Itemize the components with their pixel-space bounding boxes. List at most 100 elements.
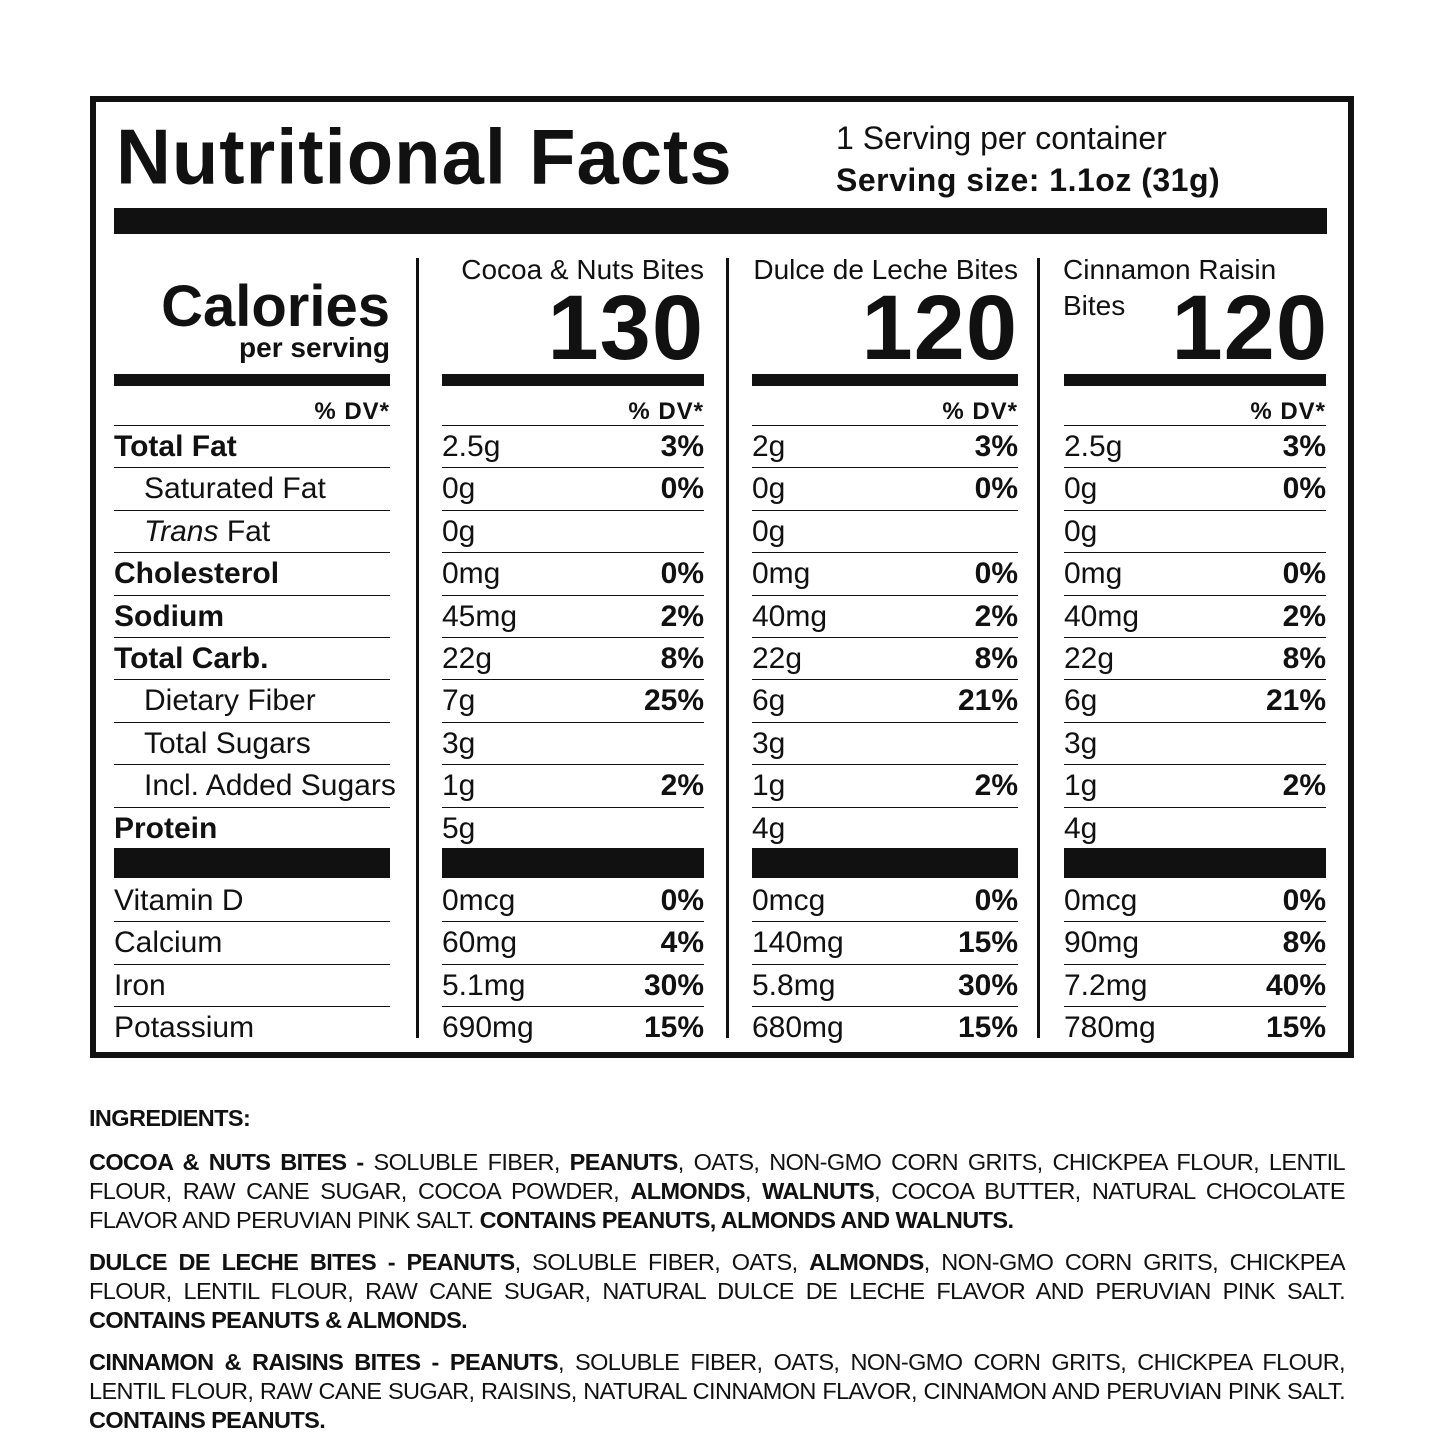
nutrient-label-row: Total Fat xyxy=(114,426,390,469)
vitamin-dv: 8% xyxy=(1282,926,1326,960)
nutrient-amount: 1g xyxy=(1064,769,1098,803)
product-name-cinnamon: Cinnamon Raisin Bites xyxy=(1063,252,1323,324)
column-divider xyxy=(726,258,729,1038)
vitamin-value-row: 780mg 15% xyxy=(1064,1007,1326,1049)
nutrient-value-row: 3g xyxy=(442,723,704,766)
allergen-text: WALNUTS xyxy=(762,1178,875,1204)
nutrient-dv: 3% xyxy=(660,430,704,463)
nutrient-label: Trans Fat xyxy=(144,514,271,548)
nutrient-amount: 2.5g xyxy=(442,430,501,463)
vitamin-dv: 15% xyxy=(957,1011,1018,1045)
vitamin-dv: 30% xyxy=(643,968,704,1002)
nutrient-value-row: 0mg 0% xyxy=(752,553,1018,596)
vitamin-amount: 0mcg xyxy=(1064,884,1138,917)
nutrient-dv: 25% xyxy=(643,684,704,718)
nutrient-amount: 5g xyxy=(442,811,476,845)
vitamin-amount: 90mg xyxy=(1064,926,1140,960)
vitamin-dv: 0% xyxy=(974,884,1018,917)
nutrient-amount: 0g xyxy=(1064,472,1098,506)
nutrient-dv: 0% xyxy=(1282,557,1326,591)
nutrient-dv: 2% xyxy=(1282,769,1326,803)
nutrient-dv: 2% xyxy=(660,769,704,803)
nutrient-value-row: 22g 8% xyxy=(1064,638,1326,681)
nutrient-label-text: Fat xyxy=(226,514,271,548)
dv-header: % DV* xyxy=(314,398,390,425)
column-divider xyxy=(1037,258,1040,1038)
vitamin-label: Calcium xyxy=(114,926,223,960)
ingredient-text: , SOLUBLE FIBER, OATS, NON-GMO CORN GRIT… xyxy=(89,1349,1346,1404)
nutrient-amount: 0g xyxy=(752,472,786,506)
vitamin-dv: 0% xyxy=(1282,884,1326,917)
nutrient-amount: 22g xyxy=(1064,642,1115,675)
nutrient-label: Total Fat xyxy=(114,430,237,463)
nutrient-amount: 4g xyxy=(752,811,786,845)
nutrient-label-row: Total Sugars xyxy=(114,723,390,766)
vitamin-value-row: 140mg 15% xyxy=(752,922,1018,965)
vitamin-value-row: 60mg 4% xyxy=(442,922,704,965)
nutrient-label: Sodium xyxy=(114,599,224,633)
vitamin-label-row: Vitamin D xyxy=(114,880,390,923)
allergen-text: PEANUTS xyxy=(438,1349,559,1375)
nutrient-label-row: Sodium xyxy=(114,596,390,638)
nutrient-amount: 45mg xyxy=(442,599,518,633)
nutrient-value-row: 0g 0% xyxy=(442,468,704,511)
nutrient-amount: 2g xyxy=(752,430,786,463)
nutrient-amount: 2.5g xyxy=(1064,430,1123,463)
nutrient-value-row: 2.5g 3% xyxy=(1064,426,1326,469)
nutrient-dv: 8% xyxy=(660,642,704,675)
calories-value-cinnamon: 120 xyxy=(1171,277,1328,379)
nutrient-label: Total Sugars xyxy=(144,726,311,760)
ingredient-text: , COCOA BUTTER, NATURAL CHOCOLATE FLAVOR… xyxy=(89,1178,1346,1233)
nutrient-value-row: 1g 2% xyxy=(442,765,704,808)
nutrient-label: Saturated Fat xyxy=(144,472,326,506)
nutrient-value-row: 22g 8% xyxy=(752,638,1018,681)
nutrient-value-row: 0g xyxy=(752,511,1018,554)
nutrient-label-row: Saturated Fat xyxy=(114,468,390,511)
vitamin-amount: 690mg xyxy=(442,1011,534,1045)
vitamin-label: Iron xyxy=(114,968,166,1002)
nutrient-label: Total Carb. xyxy=(114,642,269,675)
calories-value-dulce: 120 xyxy=(861,277,1018,379)
nutrient-amount: 22g xyxy=(442,642,493,675)
nutrient-value-row: 3g xyxy=(1064,723,1326,766)
nutrient-amount: 40mg xyxy=(752,599,828,633)
vitamin-amount: 140mg xyxy=(752,926,844,960)
nutrient-amount: 22g xyxy=(752,642,803,675)
nutrient-value-row: 1g 2% xyxy=(752,765,1018,808)
dv-header-row: % DV* xyxy=(752,386,1018,426)
vitamin-value-row: 680mg 15% xyxy=(752,1007,1018,1049)
servings-per-container: 1 Serving per container xyxy=(836,120,1167,156)
dv-header: % DV* xyxy=(942,398,1018,425)
section-divider-bar xyxy=(114,848,390,878)
allergen-text: ALMONDS xyxy=(630,1178,745,1204)
nutrient-amount: 3g xyxy=(1064,726,1098,760)
nutrient-amount: 0g xyxy=(752,514,786,548)
serving-size: Serving size: 1.1oz (31g) xyxy=(836,162,1221,198)
vitamin-value-row: 5.1mg 30% xyxy=(442,965,704,1008)
dv-header-row: % DV* xyxy=(1064,386,1326,426)
nutrient-label-row: Total Carb. xyxy=(114,638,390,681)
vitamin-dv: 0% xyxy=(660,884,704,917)
ingredients-heading: INGREDIENTS: xyxy=(89,1105,251,1131)
nutrient-value-row: 40mg 2% xyxy=(1064,596,1326,638)
page-title: Nutritional Facts xyxy=(116,114,733,201)
nutrient-value-row: 45mg 2% xyxy=(442,596,704,638)
nutrient-label: Incl. Added Sugars xyxy=(144,769,396,803)
vitamin-amount: 680mg xyxy=(752,1011,844,1045)
nutrient-value-row: 6g 21% xyxy=(1064,680,1326,723)
nutrient-value-row: 3g xyxy=(752,723,1018,766)
product-name-line2: Bites xyxy=(1063,289,1126,321)
nutrient-label-row: Incl. Added Sugars xyxy=(114,765,396,808)
vitamin-amount: 60mg xyxy=(442,926,518,960)
nutrient-value-row: 0g 0% xyxy=(1064,468,1326,511)
ingredient-text: , OATS, NON-GMO CORN GRITS, CHICKPEA FLO… xyxy=(89,1149,1346,1204)
nutrient-value-row: 7g 25% xyxy=(442,680,704,723)
ingredients-dulce-heading: DULCE DE LECHE BITES - xyxy=(89,1249,396,1275)
calories-divider-bar xyxy=(1064,374,1326,386)
nutrient-amount: 0g xyxy=(442,514,476,548)
allergen-text: ALMONDS xyxy=(809,1249,924,1275)
nutrient-dv: 0% xyxy=(974,557,1018,591)
nutrient-value-row: 2g 3% xyxy=(752,426,1018,469)
nutrient-amount: 0mg xyxy=(752,557,811,591)
vitamin-dv: 30% xyxy=(957,968,1018,1002)
